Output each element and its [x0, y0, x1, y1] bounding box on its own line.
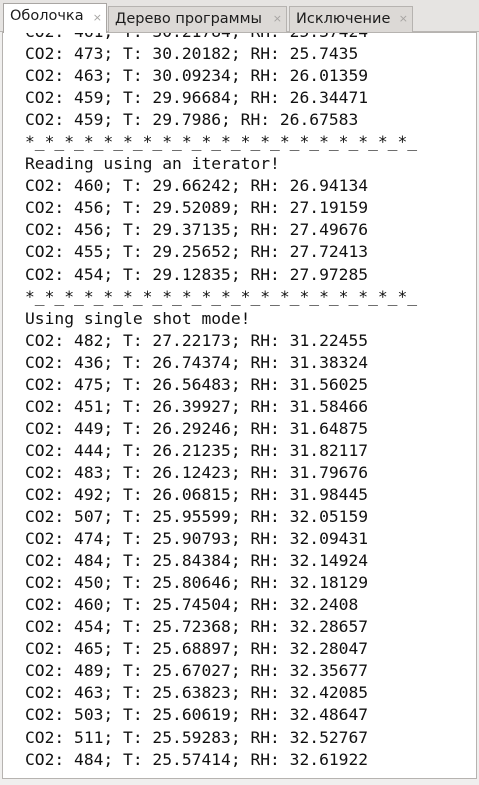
shell-output-line: CO2: 456; T: 29.37135; RH: 27.49676 — [25, 220, 369, 240]
shell-output-line: *_*_*_*_*_*_*_*_*_*_*_*_*_*_*_*_*_*_*_*_ — [25, 132, 418, 152]
shell-output-line: CO2: 459; T: 29.96684; RH: 26.34471 — [25, 88, 369, 108]
shell-output-line: CO2: 507; T: 25.95599; RH: 32.05159 — [25, 507, 369, 527]
shell-output-line: CO2: 463; T: 30.09234; RH: 26.01359 — [25, 66, 369, 86]
shell-output-line: CO2: 463; T: 25.63823; RH: 32.42085 — [25, 683, 369, 703]
shell-output-line: Using single shot mode! — [25, 308, 251, 328]
shell-output-line: CO2: 459; T: 29.7986; RH: 26.67583 — [25, 110, 359, 130]
close-icon[interactable]: × — [272, 12, 282, 25]
shell-output-line: CO2: 454; T: 29.12835; RH: 27.97285 — [25, 264, 369, 284]
shell-output-line: CO2: 475; T: 26.56483; RH: 31.56025 — [25, 374, 369, 394]
shell-output-line: CO2: 482; T: 27.22173; RH: 31.22455 — [25, 330, 369, 350]
shell-output-line: CO2: 455; T: 29.25652; RH: 27.72413 — [25, 242, 369, 262]
tab-program-tree-label: Дерево программы — [115, 11, 262, 27]
shell-output-line: CO2: 454; T: 25.72368; RH: 32.28657 — [25, 617, 369, 637]
shell-output-line: CO2: 460; T: 29.66242; RH: 26.94134 — [25, 176, 369, 196]
tab-shell-label: Оболочка — [10, 8, 84, 24]
shell-output-line: CO2: 484; T: 25.57414; RH: 32.61922 — [25, 749, 369, 769]
shell-output-line: CO2: 436; T: 26.74374; RH: 31.38324 — [25, 352, 369, 372]
close-icon[interactable]: × — [92, 11, 102, 24]
shell-output-line: CO2: 465; T: 25.68897; RH: 32.28047 — [25, 639, 369, 659]
shell-output-line: *_*_*_*_*_*_*_*_*_*_*_*_*_*_*_*_*_*_*_*_ — [25, 286, 418, 306]
shell-output-line: CO2: 503; T: 25.60619; RH: 32.48647 — [25, 705, 369, 725]
shell-output-line: CO2: 456; T: 29.52089; RH: 27.19159 — [25, 198, 369, 218]
tab-exception-label: Исключение — [296, 11, 391, 27]
shell-output: CO2: 461; T: 30.21784; RH: 25.37424CO2: … — [25, 33, 418, 771]
shell-output-line: CO2: 484; T: 25.84384; RH: 32.14924 — [25, 551, 369, 571]
tab-bar: Оболочка × Дерево программы × Исключение… — [0, 0, 479, 33]
tab-exception[interactable]: Исключение × — [289, 6, 413, 32]
shell-output-line: CO2: 511; T: 25.59283; RH: 32.52767 — [25, 727, 369, 747]
shell-output-line: CO2: 460; T: 25.74504; RH: 32.2408 — [25, 595, 359, 615]
shell-output-line: CO2: 449; T: 26.29246; RH: 31.64875 — [25, 418, 369, 438]
shell-output-line: CO2: 492; T: 26.06815; RH: 31.98445 — [25, 484, 369, 504]
shell-output-line: CO2: 444; T: 26.21235; RH: 31.82117 — [25, 440, 369, 460]
shell-output-line: CO2: 489; T: 25.67027; RH: 32.35677 — [25, 661, 369, 681]
shell-output-line: CO2: 473; T: 30.20182; RH: 25.7435 — [25, 44, 359, 64]
shell-output-line: CO2: 474; T: 25.90793; RH: 32.09431 — [25, 529, 369, 549]
close-icon[interactable]: × — [398, 12, 408, 25]
tab-shell[interactable]: Оболочка × — [3, 3, 107, 33]
shell-output-line: CO2: 450; T: 25.80646; RH: 32.18129 — [25, 573, 369, 593]
shell-output-panel[interactable]: CO2: 461; T: 30.21784; RH: 25.37424CO2: … — [2, 32, 477, 779]
shell-output-line: CO2: 461; T: 30.21784; RH: 25.37424 — [25, 33, 417, 43]
tab-program-tree[interactable]: Дерево программы × — [108, 6, 287, 32]
shell-output-line: Reading using an iterator! — [25, 154, 280, 174]
shell-output-line: CO2: 483; T: 26.12423; RH: 31.79676 — [25, 462, 369, 482]
shell-output-line: CO2: 451; T: 26.39927; RH: 31.58466 — [25, 396, 369, 416]
